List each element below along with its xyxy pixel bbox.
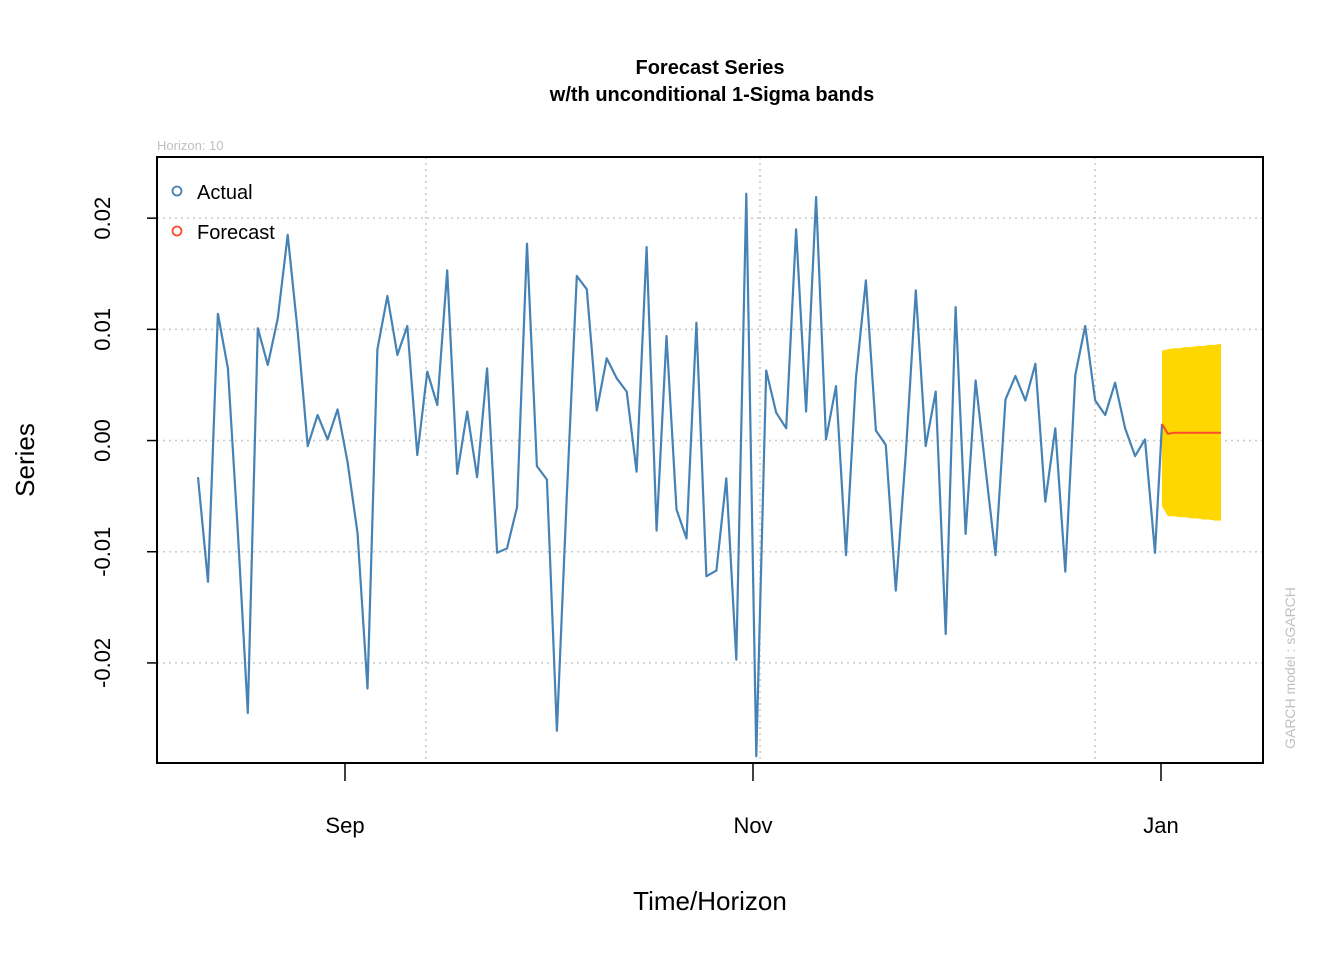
y-tick-label-3: 0.01	[90, 308, 115, 351]
x-tick-label-2: Jan	[1143, 813, 1178, 838]
y-tick-label-0: -0.02	[90, 638, 115, 688]
y-tick-label-2: 0.00	[90, 419, 115, 462]
x-tick-label-0: Sep	[325, 813, 364, 838]
chart-subtitle: w/th unconditional 1-Sigma bands	[549, 84, 874, 106]
series-lines	[196, 192, 1221, 758]
x-axis: Sep Nov Jan	[325, 763, 1179, 838]
y-tick-label-1: -0.01	[90, 527, 115, 577]
legend-actual-label: Actual	[197, 182, 253, 204]
legend-actual-marker	[171, 185, 183, 197]
chart-title: Forecast Series	[636, 57, 785, 79]
model-note: GARCH model : sGARCH	[1282, 587, 1298, 749]
y-axis: -0.02 -0.01 0.00 0.01 0.02	[90, 197, 157, 688]
horizon-note: Horizon: 10	[157, 138, 223, 153]
grid-lines	[157, 157, 1263, 763]
legend: Actual Forecast	[171, 182, 275, 244]
legend-forecast-label: Forecast	[197, 222, 275, 244]
x-tick-label-1: Nov	[733, 813, 772, 838]
forecast-series-line	[1161, 423, 1221, 435]
actual-series-line	[196, 192, 1164, 758]
x-axis-label: Time/Horizon	[633, 886, 787, 916]
legend-forecast-marker	[171, 225, 183, 237]
y-tick-label-4: 0.02	[90, 197, 115, 240]
plot-frame	[156, 156, 1264, 764]
y-axis-label: Series	[10, 423, 40, 497]
